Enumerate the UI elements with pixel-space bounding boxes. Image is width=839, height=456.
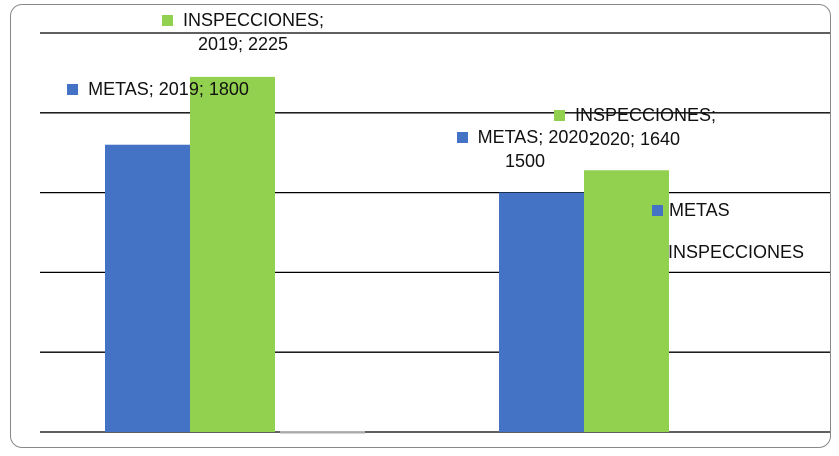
data-label-text: METAS; 2020; 1500 xyxy=(477,127,594,171)
label-marker xyxy=(67,84,79,95)
legend-label: INSPECCIONES xyxy=(668,242,805,262)
data-label: INSPECCIONES; 2019; 2225 xyxy=(148,8,338,56)
chart-frame xyxy=(10,4,831,448)
data-label-text: METAS; 2019; 1800 xyxy=(88,79,249,99)
legend-label: METAS xyxy=(669,200,730,220)
legend-marker xyxy=(652,205,663,216)
data-label: METAS; 2020; 1500 xyxy=(450,125,600,173)
bar xyxy=(105,144,190,432)
legend-entry: METAS xyxy=(652,200,730,221)
legend-entry: INSPECCIONES xyxy=(668,242,804,263)
label-marker xyxy=(161,15,173,26)
bar xyxy=(190,76,275,432)
data-label: INSPECCIONES; 2020; 1640 xyxy=(535,103,735,151)
data-label-text: INSPECCIONES; 2019; 2225 xyxy=(182,10,325,54)
data-label-text: INSPECCIONES; 2020; 1640 xyxy=(574,105,717,149)
bar xyxy=(499,192,584,432)
data-label: METAS; 2019; 1800 xyxy=(58,77,258,101)
label-marker xyxy=(553,110,565,121)
label-marker xyxy=(456,132,468,143)
